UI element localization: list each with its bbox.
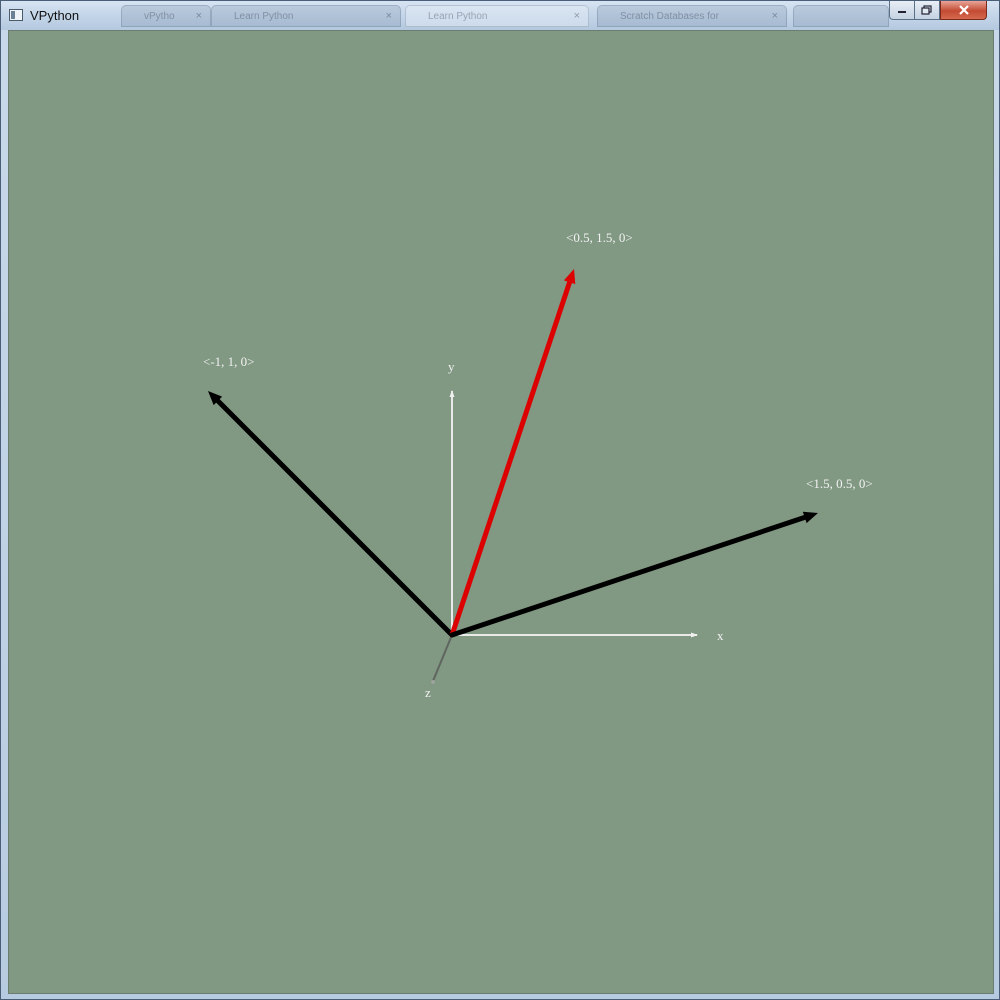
background-tab-label: Scratch Databases for (620, 11, 719, 22)
background-tab-label: Learn Python (234, 11, 294, 22)
vector-shaft (449, 514, 808, 638)
close-icon: × (385, 10, 392, 22)
close-icon: × (195, 10, 202, 22)
background-tab: vPytho × (121, 5, 211, 27)
close-button[interactable] (940, 1, 987, 20)
background-tab: Scratch Databases for × (597, 5, 787, 27)
vector-label: <0.5, 1.5, 0> (566, 230, 633, 245)
vector-arrow: <1.5, 0.5, 0> (449, 476, 873, 638)
scene-3d-view: x y z <-1, 1, 0> <0.5, 1.5, 0> <1.5, 0.5… (203, 230, 873, 700)
minimize-button[interactable] (889, 1, 915, 20)
app-icon (9, 9, 23, 21)
title-bar[interactable]: VPython vPytho × Learn Python × Learn Py… (1, 1, 999, 30)
z-axis-tip (431, 680, 435, 684)
y-axis-label: y (448, 359, 455, 374)
vector-label: <-1, 1, 0> (203, 354, 255, 369)
vector-shaft (215, 398, 455, 638)
vector-shaft (449, 279, 573, 638)
z-axis-label: z (425, 685, 431, 700)
background-tab (793, 5, 889, 27)
vector-arrow: <-1, 1, 0> (203, 354, 455, 638)
background-tab: Learn Python × (405, 5, 589, 27)
background-tab-label: vPytho (144, 11, 175, 22)
maximize-icon (921, 5, 932, 15)
close-icon: × (573, 10, 580, 22)
z-axis (432, 634, 453, 682)
close-icon: × (771, 10, 778, 22)
vector-arrowhead (563, 269, 576, 285)
vector-arrowhead (208, 391, 223, 406)
vector-arrow: <0.5, 1.5, 0> (449, 230, 633, 638)
vpython-canvas[interactable]: x y z <-1, 1, 0> <0.5, 1.5, 0> <1.5, 0.5… (8, 30, 994, 994)
close-icon (958, 5, 969, 15)
vector-label: <1.5, 0.5, 0> (806, 476, 873, 491)
window-title: VPython (30, 8, 80, 23)
background-tab: Learn Python × (211, 5, 401, 27)
vector-arrowhead (802, 511, 818, 524)
minimize-icon (898, 11, 906, 13)
maximize-button[interactable] (915, 1, 940, 20)
x-axis-label: x (717, 628, 724, 643)
background-tab-label: Learn Python (428, 11, 488, 22)
caption-buttons (889, 1, 997, 21)
